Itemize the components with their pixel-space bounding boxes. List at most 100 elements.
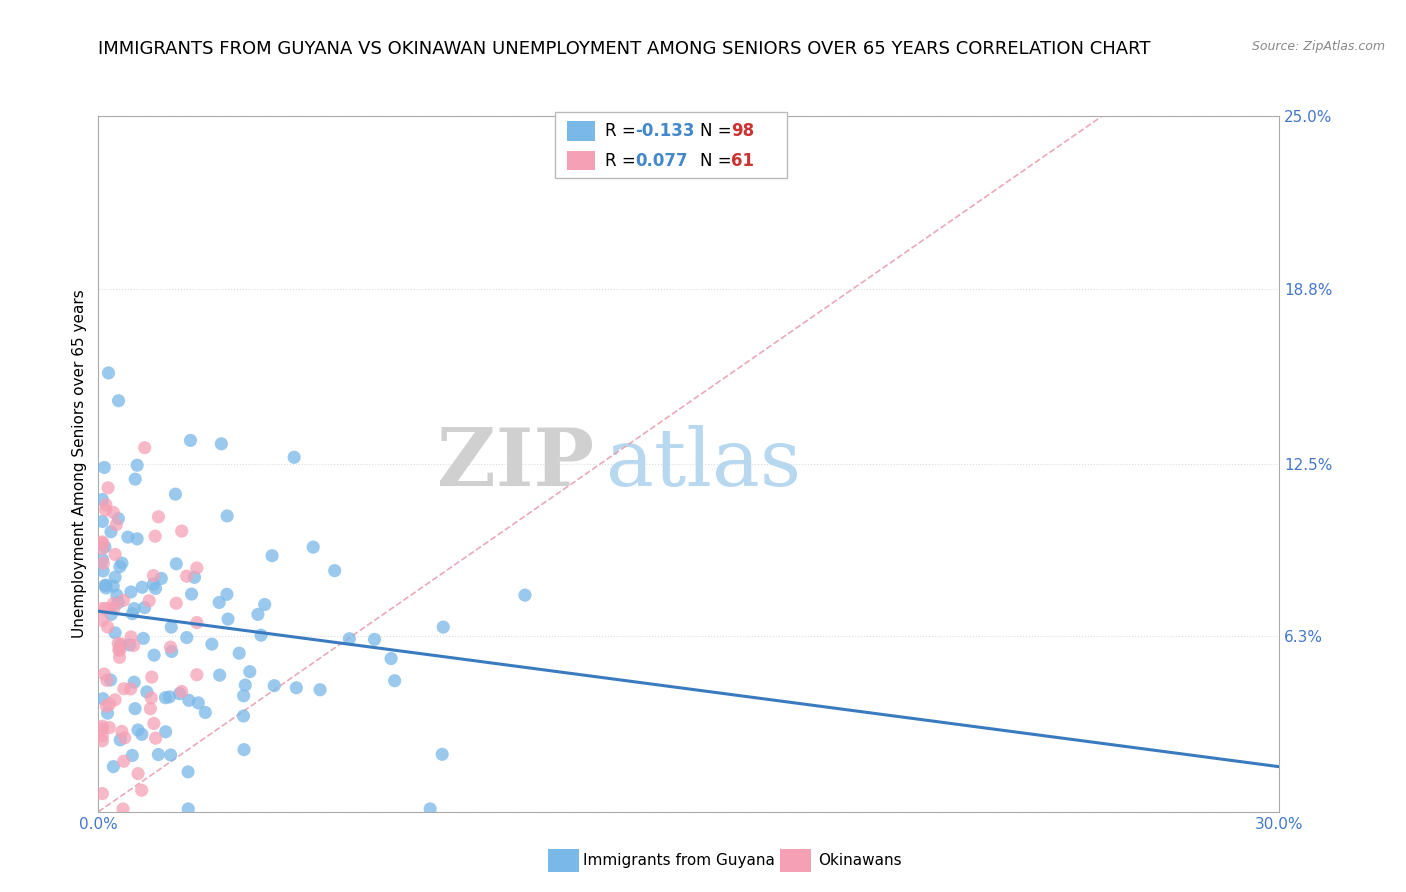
Point bbox=[103, 759, 125, 773]
Point bbox=[110, 732, 132, 747]
Point bbox=[108, 559, 131, 574]
Point bbox=[170, 684, 193, 698]
Text: R =: R = bbox=[605, 152, 641, 169]
Text: atlas: atlas bbox=[606, 425, 801, 503]
Point bbox=[177, 802, 200, 816]
Y-axis label: Unemployment Among Seniors over 65 years: Unemployment Among Seniors over 65 years bbox=[72, 290, 87, 638]
Point bbox=[97, 620, 120, 634]
Point bbox=[179, 434, 201, 448]
Point bbox=[91, 556, 114, 570]
Point bbox=[134, 441, 156, 455]
Point bbox=[215, 587, 238, 601]
Point bbox=[186, 667, 208, 681]
Point bbox=[112, 593, 135, 607]
Point bbox=[159, 640, 181, 654]
Text: -0.133: -0.133 bbox=[636, 122, 695, 140]
Text: 61: 61 bbox=[731, 152, 754, 169]
Point bbox=[233, 678, 256, 692]
Point bbox=[142, 716, 165, 731]
Point bbox=[145, 731, 167, 746]
Point bbox=[309, 682, 332, 697]
Point bbox=[253, 598, 276, 612]
Text: Source: ZipAtlas.com: Source: ZipAtlas.com bbox=[1251, 40, 1385, 54]
Point bbox=[104, 693, 127, 707]
Point bbox=[363, 632, 385, 647]
Point bbox=[97, 366, 120, 380]
Point bbox=[186, 615, 208, 630]
Point bbox=[91, 722, 114, 736]
Point bbox=[432, 620, 454, 634]
Text: 98: 98 bbox=[731, 122, 754, 140]
Point bbox=[105, 517, 128, 532]
Point bbox=[217, 612, 239, 626]
Point bbox=[94, 540, 117, 554]
Text: Immigrants from Guyana: Immigrants from Guyana bbox=[583, 854, 775, 868]
Point bbox=[187, 696, 209, 710]
Text: R =: R = bbox=[605, 122, 641, 140]
Point bbox=[138, 594, 160, 608]
Point bbox=[94, 581, 117, 595]
Text: Okinawans: Okinawans bbox=[818, 854, 901, 868]
Point bbox=[285, 681, 308, 695]
Point bbox=[108, 643, 131, 657]
Point bbox=[91, 601, 114, 615]
Point bbox=[103, 597, 125, 611]
Point bbox=[120, 630, 142, 644]
Point bbox=[209, 437, 232, 451]
Point bbox=[94, 578, 117, 592]
Point bbox=[250, 628, 273, 642]
Point bbox=[122, 675, 145, 690]
Point bbox=[141, 690, 163, 705]
Point bbox=[107, 636, 129, 650]
Point bbox=[96, 706, 118, 720]
Point bbox=[122, 639, 145, 653]
Point bbox=[176, 569, 198, 583]
Point bbox=[143, 529, 166, 543]
Point bbox=[246, 607, 269, 622]
Point bbox=[165, 596, 187, 610]
Point bbox=[97, 481, 120, 495]
Point bbox=[103, 579, 125, 593]
Point bbox=[118, 638, 141, 652]
Point bbox=[131, 727, 153, 741]
Text: 0.077: 0.077 bbox=[636, 152, 688, 169]
Point bbox=[91, 719, 114, 733]
Point bbox=[111, 637, 134, 651]
Point bbox=[323, 564, 346, 578]
Point bbox=[131, 783, 153, 797]
Point bbox=[233, 742, 256, 756]
Point bbox=[100, 673, 122, 687]
Text: N =: N = bbox=[700, 152, 737, 169]
Point bbox=[142, 577, 165, 591]
Point bbox=[117, 530, 139, 544]
Point bbox=[142, 568, 165, 582]
Point bbox=[98, 721, 121, 735]
Point bbox=[94, 601, 117, 615]
Point bbox=[177, 693, 200, 707]
Point bbox=[91, 515, 114, 529]
Point bbox=[91, 787, 114, 801]
Point bbox=[127, 532, 149, 546]
Point bbox=[120, 585, 142, 599]
Point bbox=[127, 766, 149, 780]
Point bbox=[104, 570, 127, 584]
Point bbox=[141, 670, 163, 684]
Point bbox=[94, 578, 117, 592]
Point bbox=[100, 524, 122, 539]
Point bbox=[513, 588, 536, 602]
Point bbox=[165, 487, 187, 501]
Point bbox=[183, 570, 205, 584]
Point bbox=[169, 687, 191, 701]
Point bbox=[208, 668, 231, 682]
Point bbox=[124, 472, 146, 486]
Point bbox=[217, 508, 239, 523]
Point bbox=[121, 748, 143, 763]
Point bbox=[91, 541, 114, 556]
Point bbox=[177, 764, 200, 779]
Point bbox=[302, 540, 325, 554]
Point bbox=[262, 549, 284, 563]
Point bbox=[194, 706, 217, 720]
Point bbox=[124, 701, 146, 715]
Point bbox=[112, 681, 135, 696]
Point bbox=[111, 556, 134, 570]
